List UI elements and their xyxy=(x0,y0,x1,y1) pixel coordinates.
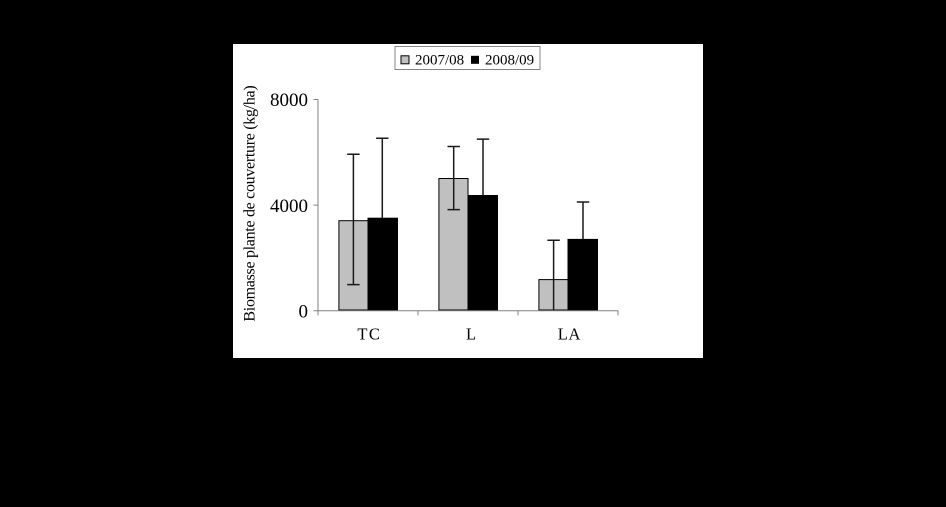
svg-text:2008/09: 2008/09 xyxy=(485,53,534,69)
svg-text:4000: 4000 xyxy=(270,196,308,217)
svg-text:TC: TC xyxy=(357,325,381,344)
svg-text:0: 0 xyxy=(299,301,309,322)
svg-text:2007/08: 2007/08 xyxy=(415,53,464,69)
svg-text:LA: LA xyxy=(558,325,581,344)
svg-text:Biomasse plante de couverture: Biomasse plante de couverture (kg/ha) xyxy=(242,86,259,322)
svg-text:L: L xyxy=(466,325,476,344)
svg-text:8000: 8000 xyxy=(270,90,308,111)
